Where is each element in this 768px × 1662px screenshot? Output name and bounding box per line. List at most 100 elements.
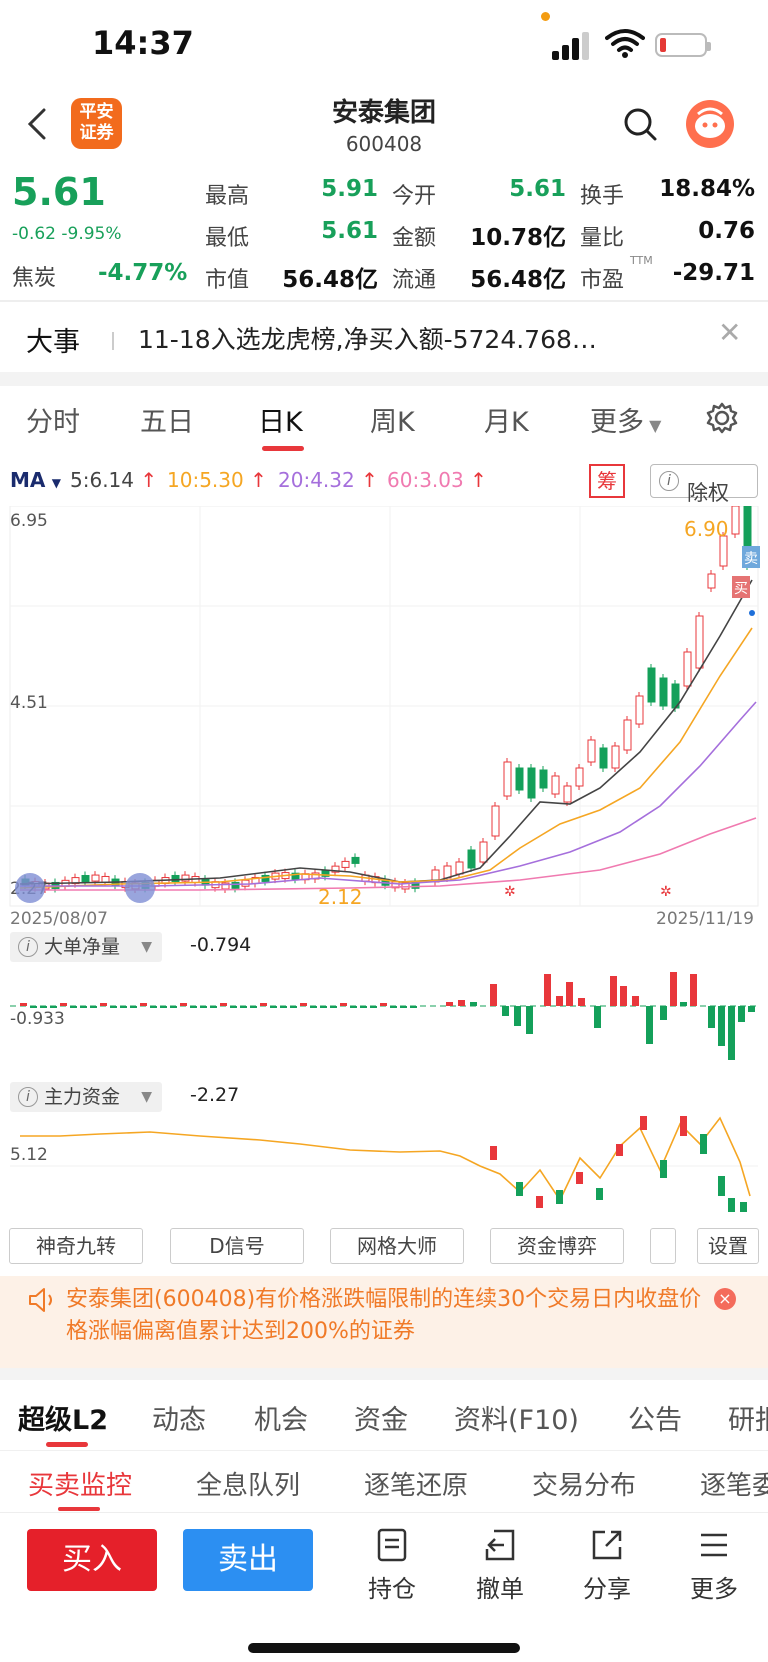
tab-tick-orders[interactable]: 逐笔委托 <box>700 1471 768 1501</box>
sell-button[interactable]: 卖出 <box>183 1529 313 1591</box>
news-banner[interactable]: 大事 11-18入选龙虎榜,净买入额-5724.768… ✕ <box>0 302 768 372</box>
volume-bar <box>526 1006 533 1034</box>
tool-d-signal[interactable]: D信号 <box>170 1228 304 1264</box>
tool-more[interactable] <box>650 1228 676 1264</box>
search-icon[interactable] <box>622 106 658 142</box>
ma-label[interactable]: MA ▼ <box>10 468 61 492</box>
quote-value: 18.84% <box>659 176 755 202</box>
tool-grid-master[interactable]: 网格大师 <box>330 1228 464 1264</box>
ma-legend: MA ▼ 5:6.14 ↑ 10:5.30 ↑ 20:4.32 ↑ 60:3.0… <box>0 456 768 506</box>
close-icon[interactable]: ✕ <box>718 316 742 349</box>
close-icon[interactable]: × <box>714 1288 736 1310</box>
tab-announcements[interactable]: 公告 <box>628 1405 682 1436</box>
share-label: 分享 <box>583 1575 631 1603</box>
quote-label: 最低 <box>205 226 250 251</box>
scroll-handle-icon[interactable] <box>125 873 155 903</box>
funds-bar <box>490 1146 497 1160</box>
candle <box>707 573 716 589</box>
volume-bar <box>380 1003 387 1006</box>
tab-tick-replay[interactable]: 逐笔还原 <box>364 1471 469 1501</box>
main-funds-chart[interactable]: 5.12 <box>0 1116 768 1222</box>
share-button[interactable]: 分享 <box>567 1527 647 1604</box>
indicator-selector[interactable]: i 主力资金 ▼ <box>10 1082 162 1112</box>
quote-value: -29.71 <box>672 260 755 286</box>
tab-news[interactable]: 动态 <box>152 1405 206 1436</box>
tab-five-day[interactable]: 五日 <box>140 407 194 438</box>
tab-funds[interactable]: 资金 <box>354 1405 408 1436</box>
tab-trade-monitor[interactable]: 买卖监控 <box>28 1471 133 1501</box>
sell-marker-text: 卖 <box>744 551 758 567</box>
volume-bar <box>280 1006 287 1008</box>
document-icon <box>377 1528 407 1562</box>
candle <box>231 881 240 889</box>
tab-super-l2[interactable]: 超级L2 <box>18 1405 108 1436</box>
indicator-selector[interactable]: i 大单净量 ▼ <box>10 932 162 962</box>
candle <box>527 767 536 799</box>
chip-distribution-button[interactable]: 筹 <box>589 464 625 498</box>
stock-code: 600408 <box>345 132 423 156</box>
cancel-order-button[interactable]: 撤单 <box>460 1527 540 1604</box>
volume-bar <box>370 1006 377 1008</box>
volume-bar <box>610 976 617 1006</box>
volume-bar <box>90 1006 97 1008</box>
volume-bar <box>20 1003 27 1006</box>
active-tab-indicator <box>46 1442 88 1447</box>
candle <box>587 739 596 763</box>
tab-intraday[interactable]: 分时 <box>26 407 80 438</box>
candle <box>551 775 560 795</box>
ma60-value: 60:3.03 ↑ <box>387 468 487 492</box>
volume-bar <box>40 1006 47 1008</box>
ex-rights-button[interactable]: i 除权 <box>650 464 758 505</box>
tab-f10[interactable]: 资料(F10) <box>454 1405 579 1436</box>
tab-weekly-k[interactable]: 周K <box>370 407 415 438</box>
back-button[interactable] <box>24 104 60 144</box>
scroll-left-icon[interactable] <box>15 873 45 903</box>
tab-trade-distribution[interactable]: 交易分布 <box>532 1471 637 1501</box>
funds-bar <box>536 1196 543 1208</box>
tab-monthly-k[interactable]: 月K <box>484 407 529 438</box>
info-icon: i <box>18 937 38 957</box>
tab-daily-k[interactable]: 日K <box>258 407 303 438</box>
candle <box>455 861 464 875</box>
positions-button[interactable]: 持仓 <box>352 1527 432 1604</box>
tab-order-queue[interactable]: 全息队列 <box>196 1471 301 1501</box>
candle <box>623 719 632 751</box>
funds-bar <box>700 1134 707 1154</box>
l2-sub-tabs: 买卖监控 全息队列 逐笔还原 交易分布 逐笔委托 <box>0 1450 768 1512</box>
volume-bar <box>390 1006 397 1008</box>
candle <box>635 695 644 725</box>
volume-bar <box>120 1006 127 1008</box>
volume-bar <box>646 1006 653 1044</box>
sector-name[interactable]: 焦炭 <box>12 266 57 291</box>
candle <box>81 875 90 883</box>
tab-research[interactable]: 研报 <box>728 1405 768 1436</box>
volume-bar <box>100 1003 107 1006</box>
funds-bar <box>576 1172 583 1184</box>
news-text[interactable]: 11-18入选龙虎榜,净买入额-5724.768… <box>138 325 597 354</box>
volume-bar <box>566 982 573 1006</box>
volume-bar <box>446 1002 453 1006</box>
large-order-chart[interactable]: -0.933 <box>0 966 768 1074</box>
quote-label: 流通 <box>392 268 437 293</box>
tab-more-label: 更多 <box>590 407 644 438</box>
buy-button[interactable]: 买入 <box>27 1529 157 1591</box>
tab-more[interactable]: 更多 ▼ <box>590 400 661 439</box>
tool-settings[interactable]: 设置 <box>697 1228 759 1264</box>
tool-fund-game[interactable]: 资金博弈 <box>490 1228 624 1264</box>
more-button[interactable]: 更多 <box>674 1527 754 1604</box>
broker-logo[interactable]: 平安 证券 <box>71 98 122 149</box>
funds-bar <box>728 1198 735 1212</box>
gear-icon[interactable] <box>704 400 740 436</box>
kline-chart[interactable]: 6.95 4.51 2.27 2.12 6.90 卖 买 ✲ ✲ 2025/08… <box>0 506 768 928</box>
candle <box>503 761 512 797</box>
tool-nine-turns[interactable]: 神奇九转 <box>9 1228 143 1264</box>
quote-value: 5.61 <box>509 176 566 202</box>
active-tab-indicator <box>58 1507 100 1511</box>
buy-marker <box>732 576 750 598</box>
assistant-avatar-icon[interactable] <box>686 100 734 148</box>
candle <box>331 865 340 873</box>
volume-bar <box>670 972 677 1006</box>
volume-bar <box>180 1003 187 1006</box>
cancel-order-label: 撤单 <box>476 1575 524 1603</box>
tab-opportunity[interactable]: 机会 <box>254 1405 308 1436</box>
